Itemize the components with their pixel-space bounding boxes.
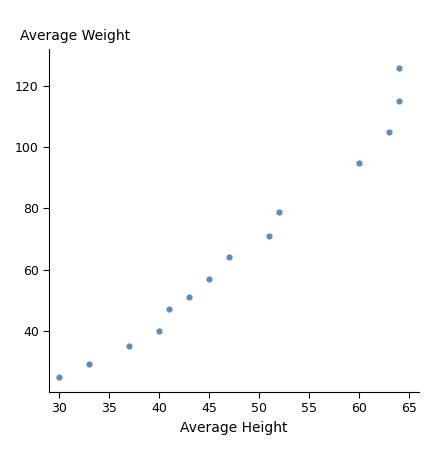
- Point: [395, 64, 402, 72]
- Point: [355, 159, 362, 166]
- Point: [226, 254, 233, 261]
- Point: [166, 306, 173, 313]
- X-axis label: Average Height: Average Height: [181, 421, 288, 435]
- Point: [56, 373, 63, 380]
- Point: [206, 275, 213, 283]
- Point: [395, 98, 402, 105]
- Point: [86, 361, 93, 368]
- Text: Average Weight: Average Weight: [20, 29, 130, 43]
- Point: [385, 128, 392, 135]
- Point: [156, 327, 163, 334]
- Point: [126, 342, 133, 350]
- Point: [276, 208, 283, 215]
- Point: [266, 232, 273, 239]
- Point: [186, 293, 193, 301]
